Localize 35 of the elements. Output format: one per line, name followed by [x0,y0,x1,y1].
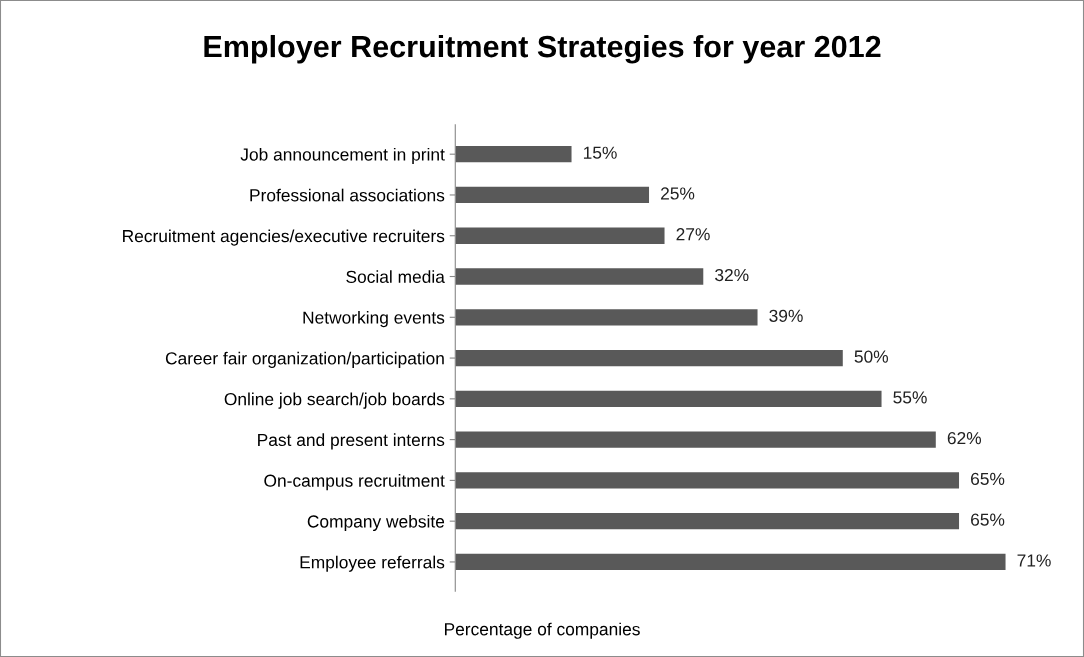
bar [455,472,960,489]
y-tick-label: Company website [307,514,445,532]
bar [455,390,882,407]
data-label: 25% [661,187,695,200]
bar [455,227,665,244]
y-tick-label: Professional associations [250,188,445,202]
data-label: 71% [1017,554,1051,567]
y-tick-label: Career fair organization/participation [165,351,444,368]
bar [455,186,650,204]
data-label: 62% [947,431,982,445]
x-axis-title: Percentage of companies [444,622,640,639]
bar [455,146,572,163]
bar [455,553,1006,571]
data-label: 50% [854,350,889,363]
data-label: 15% [583,146,617,159]
y-tick-label: Recruitment agencies/executive recruiters [123,229,445,246]
data-label: 27% [676,228,710,241]
y-tick-label: On-campus recruitment [264,474,445,491]
y-tick-label: Employee referrals [300,555,445,572]
y-tick-label: Job announcement in print [240,147,445,165]
bar [455,349,843,367]
chart-title: Employer Recruitment Strategies for year 2012 [204,34,881,64]
bar [455,268,704,285]
data-label: 32% [715,268,749,282]
y-tick-label: Networking events [303,311,445,328]
y-tick-label: Social media [346,270,445,283]
bar [455,309,758,326]
bar [455,513,960,530]
y-tick-label: Past and present interns [258,433,445,450]
data-label: 55% [893,391,927,404]
bar [455,431,936,448]
y-tick-label: Online job search/job boards [224,392,445,409]
data-label: 65% [971,513,1005,526]
data-label: 65% [971,472,1005,486]
data-label: 39% [769,309,803,322]
